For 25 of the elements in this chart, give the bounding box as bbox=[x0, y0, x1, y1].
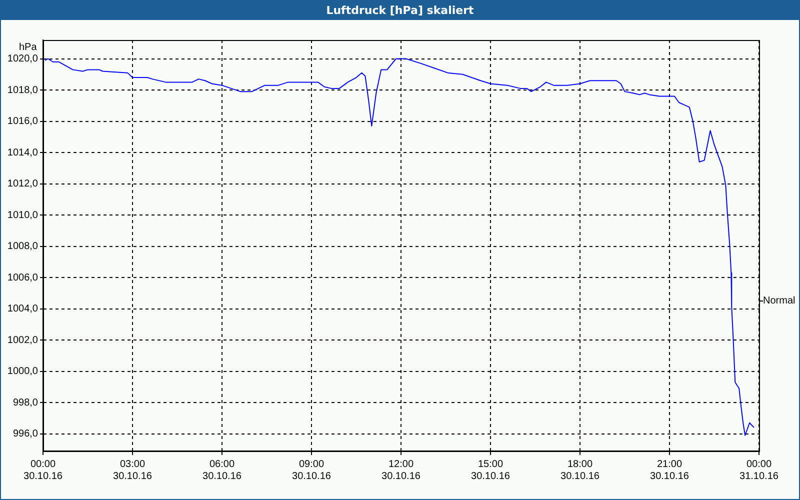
x-tick-label: 00:00 30.10.16 bbox=[24, 458, 63, 482]
x-tick-label: 18:00 30.10.16 bbox=[560, 458, 600, 482]
y-tick-label: 1016,0 bbox=[7, 116, 38, 128]
x-tick-label: 03:00 30.10.16 bbox=[113, 458, 152, 482]
y-tick-label: 1020,0 bbox=[7, 54, 38, 65]
chart-title: Luftdruck [hPa] skaliert bbox=[1, 1, 799, 20]
y-tick-label: 1014,0 bbox=[7, 147, 38, 158]
y-tick-label: 998,0 bbox=[12, 397, 38, 408]
x-tick-label: 00:00 31.10.16 bbox=[740, 458, 779, 482]
x-tick-label: 09:00 30.10.16 bbox=[292, 458, 332, 482]
ref-line-label: Normal bbox=[763, 296, 796, 307]
y-tick-label: 1006,0 bbox=[7, 272, 38, 284]
y-tick-label: 1000,0 bbox=[7, 366, 38, 378]
y-axis-title: hPa bbox=[19, 42, 38, 53]
y-tick-label: 1002,0 bbox=[7, 334, 38, 346]
y-tick-label: 1008,0 bbox=[7, 241, 38, 252]
x-tick-label: 12:00 30.10.16 bbox=[382, 458, 421, 482]
y-tick-label: 1010,0 bbox=[7, 210, 38, 221]
y-tick-label: 1018,0 bbox=[7, 84, 38, 96]
x-tick-label: 06:00 30.10.16 bbox=[202, 458, 242, 482]
y-tick-label: 996,0 bbox=[12, 428, 38, 440]
y-tick-label: 1012,0 bbox=[7, 178, 38, 190]
x-tick-label: 21:00 30.10.16 bbox=[650, 458, 690, 482]
y-tick-label: 1004,0 bbox=[7, 304, 38, 315]
x-tick-label: 15:00 30.10.16 bbox=[471, 458, 510, 482]
